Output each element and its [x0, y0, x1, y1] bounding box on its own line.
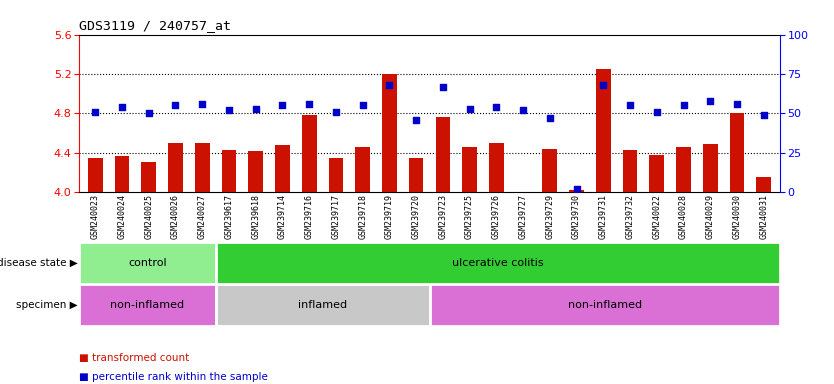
Text: GSM239723: GSM239723	[439, 195, 447, 240]
Text: GSM240031: GSM240031	[759, 195, 768, 240]
Text: GSM240028: GSM240028	[679, 195, 688, 240]
Bar	[435, 117, 450, 192]
Text: ■ transformed count: ■ transformed count	[79, 353, 189, 363]
Point	[490, 104, 503, 110]
Point	[409, 116, 423, 122]
Point	[543, 115, 556, 121]
Text: disease state ▶: disease state ▶	[0, 258, 78, 268]
Point	[677, 103, 691, 109]
Point	[115, 104, 128, 110]
Bar	[650, 155, 664, 192]
Bar	[409, 157, 424, 192]
Bar	[302, 115, 317, 192]
Point	[276, 103, 289, 109]
Bar	[222, 150, 236, 192]
Text: GSM240024: GSM240024	[118, 195, 127, 240]
Point	[731, 101, 744, 107]
Point	[223, 107, 236, 113]
Text: GSM240025: GSM240025	[144, 195, 153, 240]
Text: GSM239732: GSM239732	[626, 195, 635, 240]
Point	[436, 83, 450, 89]
Bar	[489, 143, 504, 192]
Text: GSM239716: GSM239716	[304, 195, 314, 240]
Point	[356, 103, 369, 109]
Point	[651, 109, 664, 115]
Text: GSM239726: GSM239726	[492, 195, 501, 240]
Bar	[623, 150, 637, 192]
Text: non-inflamed: non-inflamed	[110, 300, 184, 310]
Bar	[79, 242, 216, 284]
Text: GSM239729: GSM239729	[545, 195, 555, 240]
Bar	[596, 69, 610, 192]
Point	[757, 112, 771, 118]
Bar	[676, 147, 691, 192]
Text: GSM239719: GSM239719	[385, 195, 394, 240]
Point	[249, 106, 263, 112]
Text: ulcerative colitis: ulcerative colitis	[452, 258, 544, 268]
Bar	[142, 162, 156, 192]
Text: ■ percentile rank within the sample: ■ percentile rank within the sample	[79, 372, 268, 382]
Bar	[430, 284, 780, 326]
Point	[329, 109, 343, 115]
Text: GDS3119 / 240757_at: GDS3119 / 240757_at	[79, 19, 231, 32]
Point	[383, 82, 396, 88]
Bar	[542, 149, 557, 192]
Point	[303, 101, 316, 107]
Text: specimen ▶: specimen ▶	[17, 300, 78, 310]
Text: GSM239725: GSM239725	[465, 195, 474, 240]
Text: non-inflamed: non-inflamed	[568, 300, 641, 310]
Text: GSM240022: GSM240022	[652, 195, 661, 240]
Text: GSM240030: GSM240030	[732, 195, 741, 240]
Point	[88, 109, 102, 115]
Bar	[382, 74, 397, 192]
Bar	[249, 151, 263, 192]
Bar	[703, 144, 717, 192]
Bar	[114, 156, 129, 192]
Text: control: control	[128, 258, 167, 268]
Bar	[275, 145, 289, 192]
Point	[142, 110, 155, 116]
Bar	[79, 284, 216, 326]
Text: GSM240027: GSM240027	[198, 195, 207, 240]
Text: GSM239718: GSM239718	[358, 195, 367, 240]
Bar	[355, 147, 370, 192]
Bar	[216, 284, 430, 326]
Bar	[730, 113, 745, 192]
Bar	[570, 190, 584, 192]
Bar	[756, 177, 771, 192]
Text: GSM239727: GSM239727	[519, 195, 528, 240]
Text: GSM239618: GSM239618	[251, 195, 260, 240]
Bar	[88, 157, 103, 192]
Text: inflamed: inflamed	[298, 300, 347, 310]
Point	[195, 101, 208, 107]
Point	[168, 103, 182, 109]
Point	[516, 107, 530, 113]
Text: GSM239714: GSM239714	[278, 195, 287, 240]
Point	[704, 98, 717, 104]
Text: GSM239731: GSM239731	[599, 195, 608, 240]
Point	[596, 82, 610, 88]
Text: GSM239730: GSM239730	[572, 195, 581, 240]
Text: GSM240026: GSM240026	[171, 195, 180, 240]
Point	[570, 186, 583, 192]
Bar	[329, 157, 344, 192]
Text: GSM239717: GSM239717	[331, 195, 340, 240]
Bar	[168, 143, 183, 192]
Text: GSM240023: GSM240023	[91, 195, 100, 240]
Text: GSM239617: GSM239617	[224, 195, 234, 240]
Bar	[195, 143, 209, 192]
Text: GSM239720: GSM239720	[412, 195, 420, 240]
Text: GSM240029: GSM240029	[706, 195, 715, 240]
Point	[623, 103, 636, 109]
Bar	[216, 242, 780, 284]
Point	[463, 106, 476, 112]
Bar	[462, 147, 477, 192]
